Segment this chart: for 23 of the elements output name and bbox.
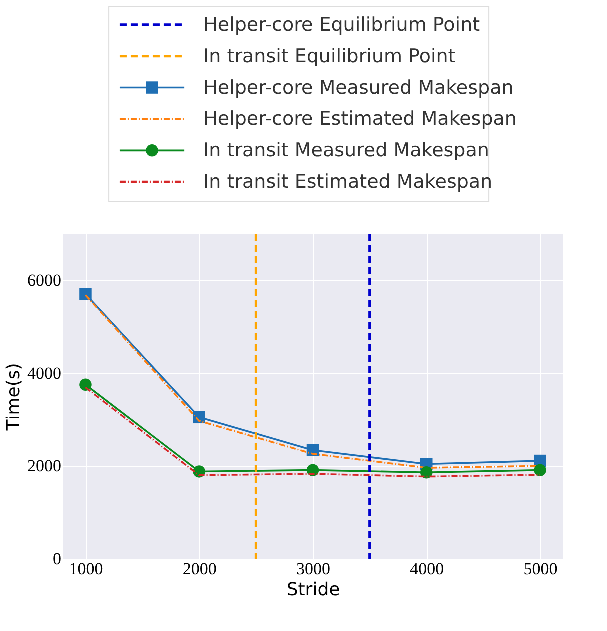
y-tick-label: 6000 xyxy=(28,270,62,290)
x-tick-label: 4000 xyxy=(410,560,444,578)
legend-label: In transit Equilibrium Point xyxy=(204,45,456,68)
x-axis-title: Stride xyxy=(286,580,340,600)
legend-label: In transit Estimated Makespan xyxy=(204,171,493,194)
x-tick-label: 5000 xyxy=(524,560,558,578)
y-tick-label: 2000 xyxy=(28,456,62,476)
point xyxy=(534,464,546,476)
y-tick-label: 0 xyxy=(53,550,62,568)
legend-label: Helper-core Measured Makespan xyxy=(204,76,514,99)
legend-label: Helper-core Estimated Makespan xyxy=(204,108,517,130)
point xyxy=(80,288,92,300)
point xyxy=(80,378,92,392)
y-tick-label: 4000 xyxy=(28,364,62,383)
x-tick-label: 2000 xyxy=(182,560,217,578)
y-axis-title: Time(s) xyxy=(4,363,24,432)
point xyxy=(193,411,206,424)
legend-label: In transit Measured Makespan xyxy=(204,140,490,162)
point xyxy=(306,444,320,456)
x-tick-label: 1000 xyxy=(69,560,104,578)
legend-label: Helper-core Equilibrium Point xyxy=(204,14,480,36)
x-tick-label: 3000 xyxy=(296,560,330,578)
point xyxy=(420,466,433,479)
